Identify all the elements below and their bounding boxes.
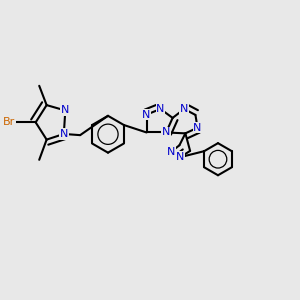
Text: N: N [142, 110, 151, 120]
Text: N: N [176, 152, 184, 162]
Text: Br: Br [3, 117, 15, 128]
Text: N: N [162, 128, 170, 137]
Text: N: N [193, 123, 202, 133]
Text: N: N [156, 104, 165, 114]
Text: N: N [60, 129, 68, 139]
Text: N: N [180, 104, 188, 114]
Text: N: N [167, 147, 175, 157]
Text: N: N [61, 106, 70, 116]
